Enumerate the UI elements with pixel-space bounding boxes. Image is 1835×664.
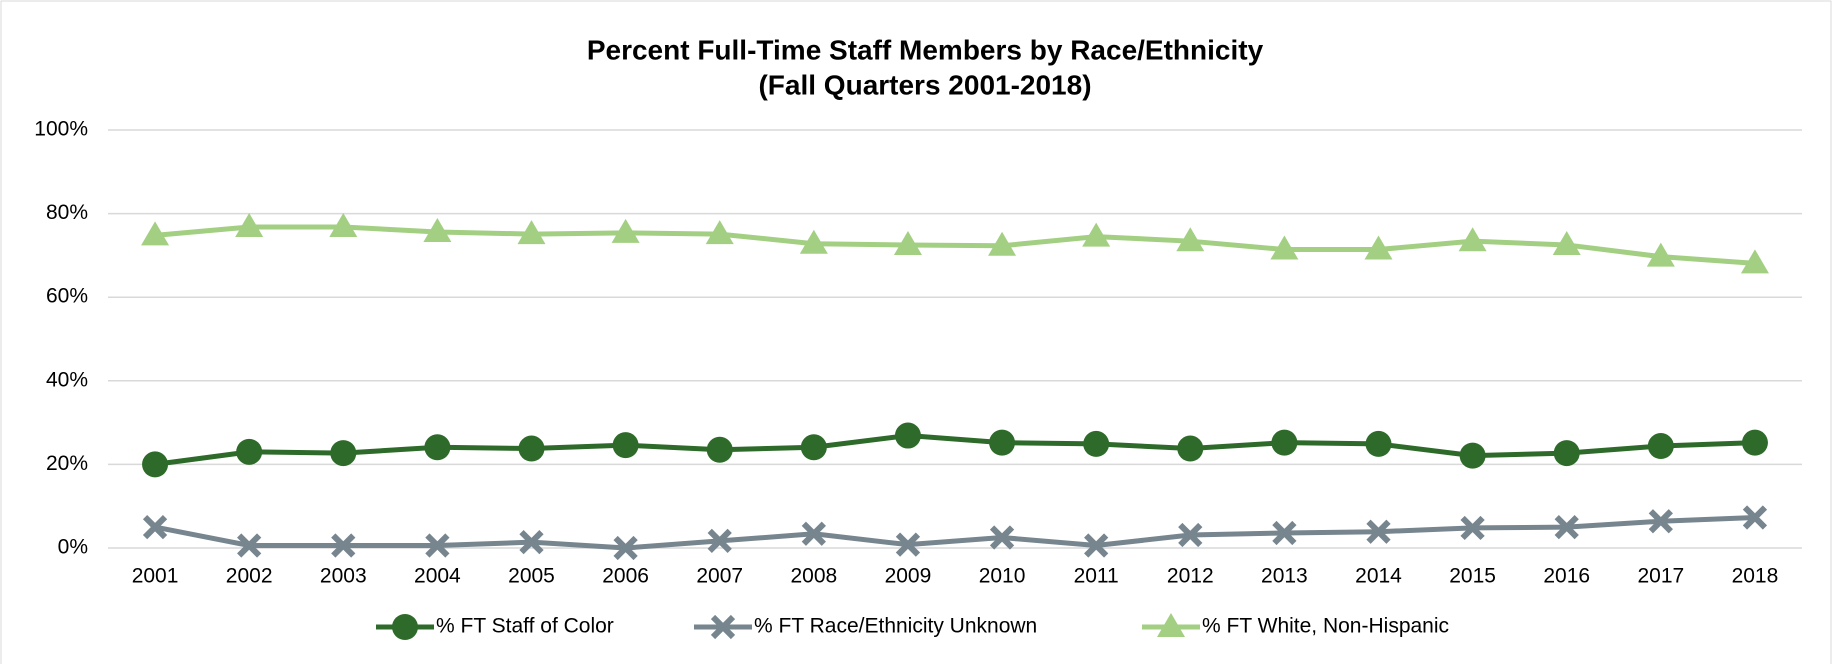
y-tick-label: 80% [46, 201, 88, 224]
data-point [1084, 533, 1109, 558]
data-point [1083, 430, 1110, 457]
data-point [706, 436, 733, 463]
data-point [1460, 515, 1485, 541]
x-tick-label: 2017 [1637, 565, 1684, 588]
data-point [1647, 433, 1674, 460]
series-line [154, 514, 1756, 551]
data-point [142, 514, 168, 540]
x-tick-label: 2003 [320, 565, 367, 588]
data-point [1271, 429, 1298, 456]
data-point [1554, 514, 1579, 540]
x-tick-label: 2006 [602, 565, 649, 588]
data-point [1741, 429, 1768, 456]
x-tick-label: 2007 [696, 565, 743, 588]
x-tick-label: 2010 [979, 565, 1026, 588]
x-tick-label: 2015 [1449, 565, 1496, 588]
data-point [1270, 235, 1299, 260]
y-tick-label: 100% [34, 118, 88, 141]
data-point [331, 533, 356, 558]
x-tick-label: 2016 [1543, 565, 1590, 588]
x-tick-label: 2008 [790, 565, 837, 588]
data-point [236, 438, 263, 465]
x-tick-label: 2002 [226, 565, 273, 588]
data-point [988, 231, 1017, 256]
chart-title: Percent Full-Time Staff Members by Race/… [587, 34, 1264, 65]
x-tick-label: 2013 [1261, 565, 1308, 588]
x-tick-label: 2011 [1074, 565, 1119, 588]
data-point [989, 429, 1016, 456]
x-tick-label: 2004 [414, 565, 461, 588]
data-point [1740, 249, 1769, 274]
x-tick-label: 2014 [1355, 565, 1402, 588]
data-point [235, 212, 264, 237]
data-point [612, 432, 639, 459]
data-point [1458, 227, 1487, 252]
legend-marker [1157, 613, 1185, 637]
data-point [517, 220, 546, 245]
data-point [1177, 435, 1204, 462]
data-point [1648, 509, 1673, 534]
chart-subtitle: (Fall Quarters 2001-2018) [758, 69, 1091, 100]
data-point [801, 521, 826, 546]
data-point [893, 230, 922, 255]
data-point [1082, 222, 1111, 247]
y-tick-label: 60% [46, 285, 88, 308]
data-point [237, 533, 262, 558]
data-point [705, 220, 734, 245]
data-point [1272, 520, 1297, 546]
legend-marker [392, 614, 418, 640]
data-point [1365, 430, 1392, 457]
data-point [1646, 242, 1675, 267]
x-tick-label: 2005 [508, 565, 555, 588]
x-tick-label: 2018 [1732, 565, 1779, 588]
data-point [611, 218, 640, 243]
data-point [1459, 442, 1486, 469]
data-point [519, 530, 544, 555]
data-point [799, 229, 828, 254]
data-point [1366, 519, 1391, 544]
data-point [1178, 522, 1203, 548]
data-point [424, 434, 451, 461]
legend-marker [710, 614, 736, 640]
data-point [895, 532, 921, 557]
data-point [423, 217, 452, 242]
data-point [1364, 235, 1393, 260]
data-point [1742, 505, 1768, 530]
y-tick-label: 0% [58, 536, 88, 559]
x-tick-label: 2009 [885, 565, 932, 588]
legend-label: % FT Race/Ethnicity Unknown [754, 615, 1037, 638]
legend-label: % FT Staff of Color [436, 615, 614, 638]
data-point [1553, 440, 1580, 467]
legend-label: % FT White, Non-Hispanic [1202, 615, 1449, 638]
data-point [425, 533, 450, 558]
series-line [154, 433, 1756, 467]
data-point [894, 422, 921, 449]
x-tick-label: 2001 [132, 565, 179, 588]
data-point [613, 535, 638, 561]
data-point [1552, 230, 1581, 255]
y-tick-label: 20% [46, 452, 88, 475]
data-point [707, 528, 732, 554]
series-line [154, 224, 1756, 266]
data-point [518, 435, 545, 462]
data-point [989, 525, 1015, 550]
y-tick-label: 40% [46, 368, 88, 391]
data-point [1176, 227, 1205, 252]
data-point [329, 212, 358, 237]
data-point [330, 440, 357, 467]
data-point [142, 451, 169, 478]
data-point [141, 221, 170, 246]
data-point [800, 434, 827, 461]
x-tick-label: 2012 [1167, 565, 1214, 588]
